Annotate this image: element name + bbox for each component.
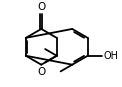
Text: OH: OH [103,51,118,61]
Text: O: O [37,2,45,12]
Text: O: O [37,67,45,77]
